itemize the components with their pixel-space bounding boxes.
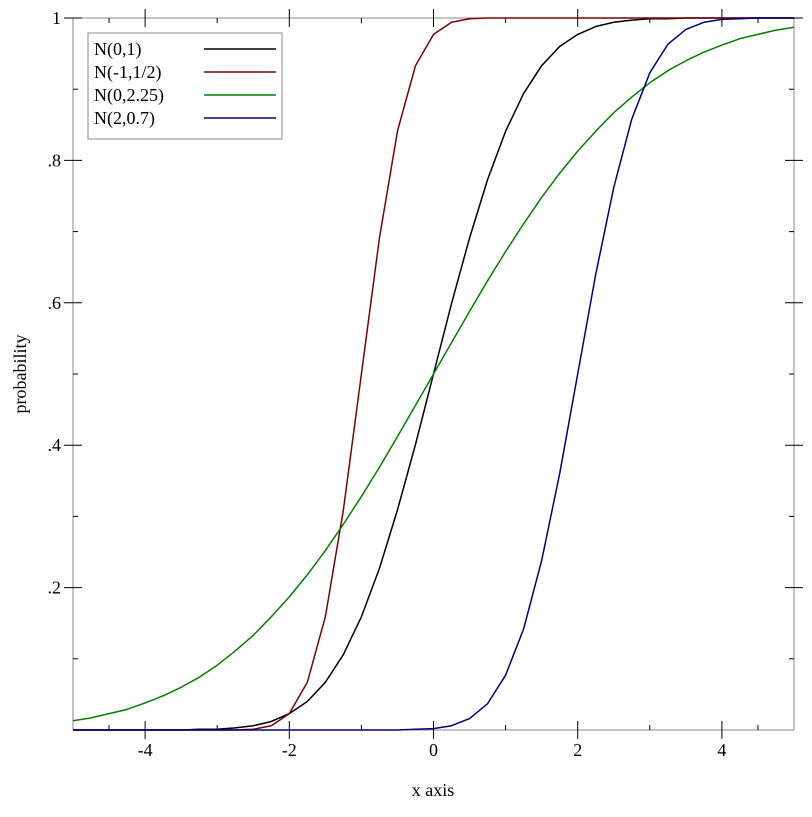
x-tick-label: 0: [429, 740, 438, 760]
x-axis-label: x axis: [412, 780, 455, 800]
y-tick-label: .2: [48, 578, 62, 598]
legend-label: N(0,1): [94, 39, 142, 60]
x-tick-label: 4: [717, 740, 726, 760]
y-tick-label: .6: [48, 293, 62, 313]
y-tick-label: 1: [52, 8, 61, 28]
x-tick-label: 2: [573, 740, 582, 760]
y-tick-label: .8: [48, 150, 62, 170]
series-line: [73, 17, 794, 731]
series-line: [72, 26, 795, 722]
y-tick-label: .4: [48, 435, 62, 455]
legend-box: [87, 32, 283, 140]
legend-label: N(0,2.25): [94, 85, 164, 106]
legend-label: N(-1,1/2): [94, 62, 161, 83]
legend-label: N(2,0.7): [94, 108, 155, 129]
y-axis-label: probability: [10, 335, 30, 414]
x-tick-label: -4: [138, 740, 153, 760]
x-tick-label: -2: [282, 740, 297, 760]
